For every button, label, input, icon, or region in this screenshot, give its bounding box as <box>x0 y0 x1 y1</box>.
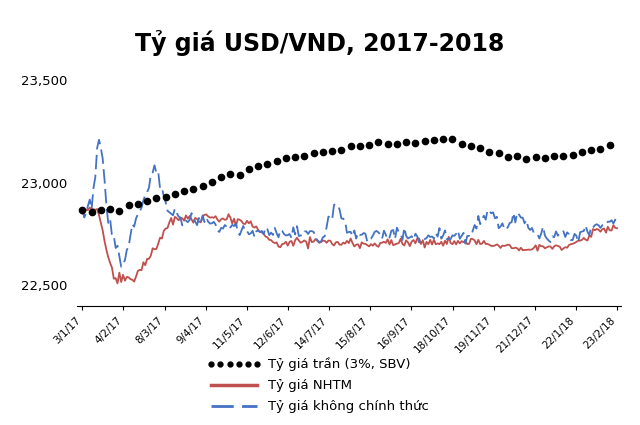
Text: Tỷ giá USD/VND, 2017-2018: Tỷ giá USD/VND, 2017-2018 <box>135 30 505 56</box>
Legend: Tỷ giá trần (3%, SBV), Tỷ giá NHTM, Tỷ giá không chính thức: Tỷ giá trần (3%, SBV), Tỷ giá NHTM, Tỷ g… <box>206 352 434 418</box>
